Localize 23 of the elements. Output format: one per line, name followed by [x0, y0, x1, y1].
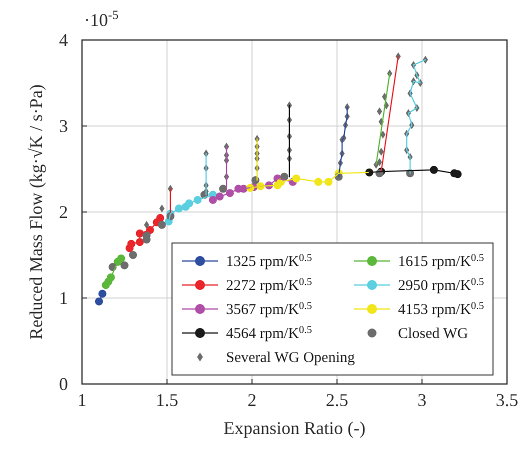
- x-tick-label: 2.5: [326, 390, 348, 410]
- legend-label: 1325 rpm/K$^{0.5}$: [226, 252, 312, 270]
- y-tick-label: 4: [59, 30, 68, 50]
- legend-label: 4564 rpm/K$^{0.5}$: [226, 324, 312, 342]
- x-tick-label: 1.5: [156, 390, 178, 410]
- legend-label: 2950 rpm/K$^{0.5}$: [398, 276, 484, 294]
- x-tick-label: 3: [418, 390, 426, 410]
- x-tick-label: 2: [248, 390, 256, 410]
- x-axis-title: Expansion Ratio (-): [224, 418, 366, 438]
- x-tick-label: 3.5: [496, 390, 518, 410]
- legend-label: 4153 rpm/K$^{0.5}$: [398, 300, 484, 318]
- y-tick-label: 2: [59, 202, 68, 222]
- y-axis-title: Reduced Mass Flow (kg·√K / s·Pa): [26, 84, 46, 340]
- y-tick-label: 1: [59, 288, 68, 308]
- y-tick-label: 0: [59, 374, 68, 394]
- legend-label: 2272 rpm/K$^{0.5}$: [226, 276, 312, 294]
- legend-label: 3567 rpm/K$^{0.5}$: [226, 300, 312, 318]
- legend-label: 1615 rpm/K$^{0.5}$: [398, 252, 484, 270]
- legend-label: Several WG Opening: [226, 350, 356, 366]
- x-tick-label: 1: [78, 390, 86, 410]
- y-tick-label: 3: [59, 116, 68, 136]
- legend-label: Closed WG: [398, 326, 468, 342]
- text: ·10$^{-5}$: [84, 8, 118, 30]
